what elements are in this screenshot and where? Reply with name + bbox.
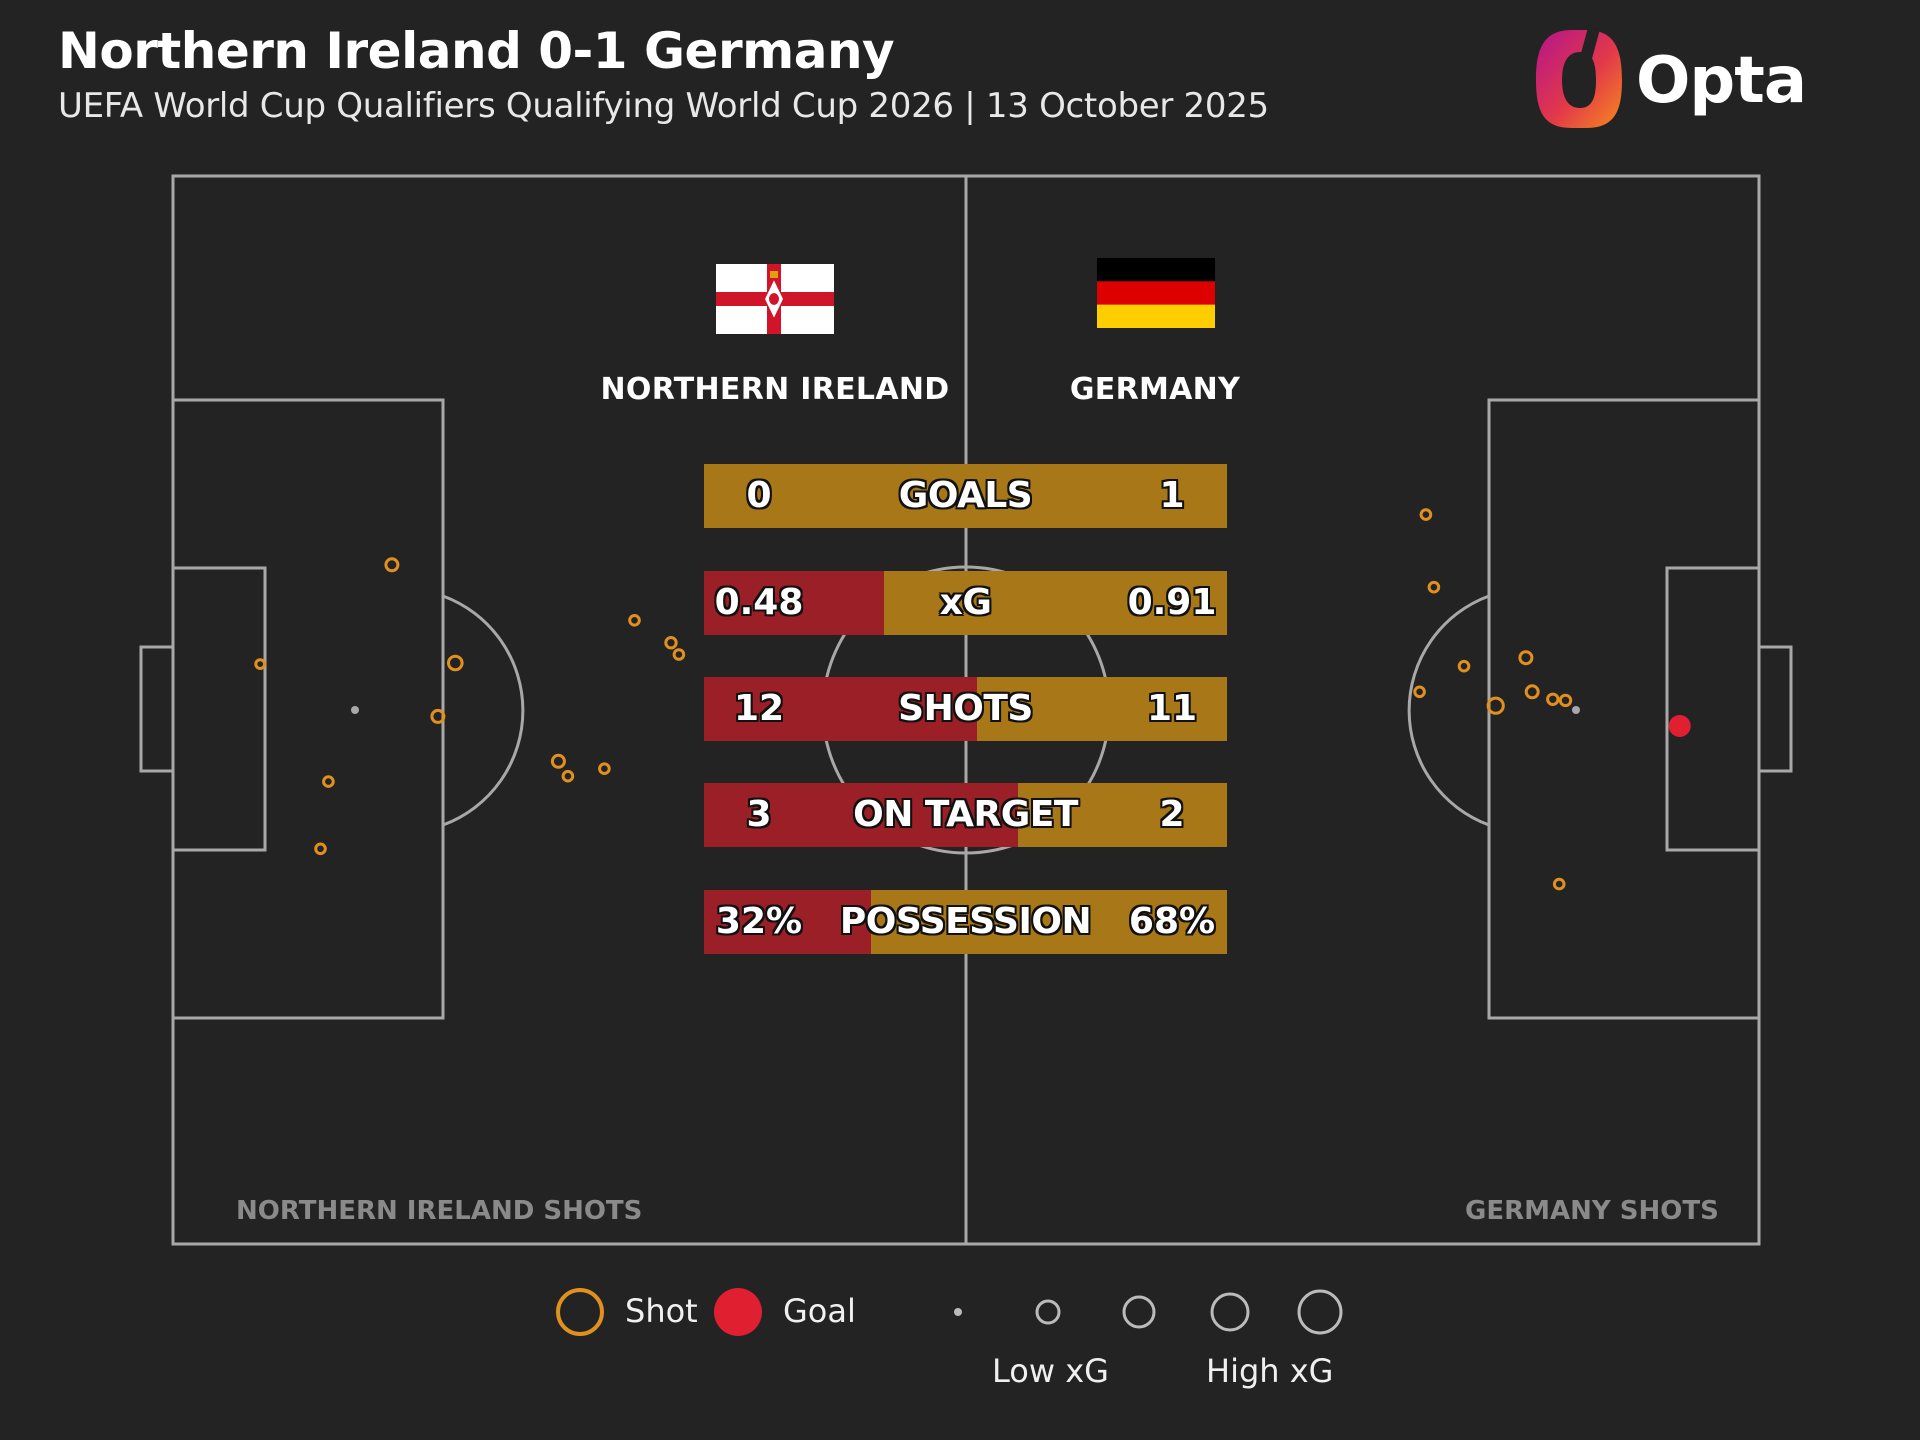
shot-marker [664,636,678,650]
shot-marker [314,842,327,856]
stat-home-value: 0 [746,475,772,516]
stat-label: SHOTS [898,688,1033,729]
left-six-yard-box [171,566,267,852]
stat-away-value: 11 [1146,688,1198,729]
stat-bar-home [704,783,1018,847]
legend-goal-label: Goal [783,1292,856,1330]
shot-marker [1558,693,1573,708]
stat-label: xG [939,582,992,623]
right-penalty-spot [1572,706,1580,714]
shot-marker [447,654,464,672]
legend-xg-size-2 [1035,1299,1061,1325]
right-penalty-box [1487,398,1761,1020]
shot-marker [672,648,686,661]
stat-label: GOALS [898,475,1033,516]
stat-bar-away [977,677,1227,741]
opta-logo-icon [1536,26,1622,128]
shot-marker [550,753,566,769]
left-penalty-spot [351,706,359,714]
stat-bar-home [704,571,884,635]
legend-high-xg-label: High xG [1206,1352,1334,1390]
shot-marker [561,769,575,783]
legend-marks [556,1288,1343,1336]
left-goal [139,645,175,773]
stat-bar-home [704,890,871,954]
shot-marker [1457,659,1471,673]
shot-markers [254,508,1691,891]
stat-away-value: 2 [1159,794,1185,835]
right-goal [1757,645,1793,773]
legend-shot-marker [556,1288,604,1336]
away-shots-caption: GERMANY SHOTS [1465,1196,1719,1226]
shot-marker [322,775,335,788]
stat-bar-away [871,890,1227,954]
left-penalty-box [171,398,445,1020]
stat-away-value: 0.91 [1127,582,1217,623]
shot-marker [1552,877,1566,891]
shot-marker [384,557,400,573]
stat-label: ON TARGET [853,794,1078,835]
stat-row-shots: 12 SHOTS 11 [704,677,1227,741]
stat-home-value: 32% [715,901,803,942]
home-shots-caption: NORTHERN IRELAND SHOTS [236,1196,643,1226]
shot-marker [1546,692,1560,706]
stat-bar-away [1018,783,1227,847]
stat-away-value: 1 [1159,475,1185,516]
shot-marker [628,614,641,627]
shot-marker [1518,650,1534,666]
stat-label: POSSESSION [839,901,1092,942]
stat-away-value: 68% [1128,901,1216,942]
stat-row-on-target: 3 ON TARGET 2 [704,783,1227,847]
shot-marker [1524,684,1540,700]
shot-marker [598,762,611,776]
legend-low-xg-label: Low xG [992,1352,1109,1390]
opta-logo: Opta [1534,26,1807,132]
stat-home-value: 0.48 [714,582,804,623]
shot-marker [1486,696,1505,715]
germany-flag-icon [1097,258,1215,328]
stat-home-value: 12 [733,688,785,729]
stat-row-xg: 0.48 xG 0.91 [704,571,1227,635]
legend-shot-label: Shot [625,1292,698,1330]
page-subtitle: UEFA World Cup Qualifiers Qualifying Wor… [58,86,1269,126]
northern-ireland-flag-icon [716,264,834,334]
shot-marker [1413,685,1426,699]
shot-marker [1427,580,1441,594]
legend-xg-size-3 [1122,1295,1156,1329]
stat-bar-away [884,571,1227,635]
stat-row-possession: 32% POSSESSION 68% [704,890,1227,954]
goal-marker [1668,715,1691,737]
legend-goal-marker [714,1288,762,1336]
right-penalty-arc [1407,594,1490,827]
stat-home-value: 3 [746,794,772,835]
right-six-yard-box [1665,566,1761,852]
home-team-name: NORTHERN IRELAND [600,372,950,407]
stat-row-goals: 0 GOALS 1 [704,464,1227,528]
shot-marker [254,658,267,670]
stat-bar-away [704,464,1227,528]
shot-marker [1419,508,1433,521]
shot-marker [430,708,446,724]
legend-xg-size-1 [954,1308,962,1316]
left-penalty-arc [442,594,525,827]
legend-xg-size-5 [1297,1289,1343,1335]
away-team-name: GERMANY [1069,372,1241,407]
opta-logo-text: Opta [1636,44,1807,118]
stat-bar-home [704,677,977,741]
legend-xg-size-4 [1210,1292,1250,1332]
page-title: Northern Ireland 0-1 Germany [58,22,895,80]
